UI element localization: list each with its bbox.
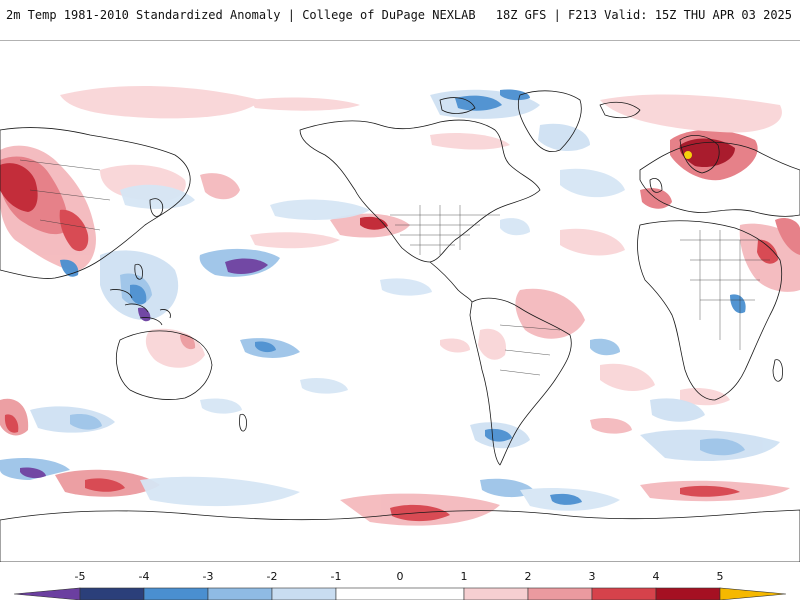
map-canvas (0, 40, 800, 562)
scandinavia-outline (679, 135, 720, 174)
asia-outline (0, 127, 191, 279)
cold-anomaly-layer (0, 89, 780, 511)
legend-tick-1: 1 (461, 570, 468, 583)
legend-tick-neg5: -5 (75, 570, 86, 583)
australia-outline (116, 330, 213, 400)
legend-tick-neg2: -2 (267, 570, 278, 583)
europe-outline (639, 141, 800, 217)
antarctica-outline (0, 509, 800, 562)
legend-tick-neg1: -1 (331, 570, 342, 583)
legend-swatch-neg1 (271, 587, 337, 601)
legend-tick-5: 5 (717, 570, 724, 583)
warm-anomaly-layer (0, 85, 800, 526)
legend-tick-3: 3 (589, 570, 596, 583)
maritime-se-asia-outline (109, 289, 171, 326)
legend-tick-neg3: -3 (203, 570, 214, 583)
madagascar-outline (772, 359, 783, 382)
svalbard-outline (599, 101, 641, 119)
legend-swatch-neutral (335, 587, 465, 601)
run-info: 18Z GFS | F213 Valid: 15Z THU APR 03 202… (495, 8, 792, 22)
central-america-outline (429, 261, 473, 303)
south-america-outline (469, 297, 572, 466)
legend-swatch-3 (591, 587, 657, 601)
greenland-outline (517, 90, 582, 152)
legend-swatch-neg4 (79, 587, 145, 601)
anomaly-map (0, 40, 800, 562)
north-america-outline (299, 119, 541, 263)
legend-swatches (13, 587, 787, 601)
map-title: 2m Temp 1981-2010 Standardized Anomaly |… (6, 8, 476, 22)
africa-outline (637, 220, 783, 401)
philippines-outline (134, 263, 143, 280)
legend-swatch-extreme-warm (719, 587, 787, 601)
legend-tick-neg4: -4 (139, 570, 150, 583)
legend-swatch-1 (463, 587, 529, 601)
legend-swatch-2 (527, 587, 593, 601)
legend-tick-0: 0 (397, 570, 404, 583)
header: 2m Temp 1981-2010 Standardized Anomaly |… (0, 0, 800, 28)
japan-outline (149, 198, 164, 217)
legend-swatch-extreme-cold (13, 587, 81, 601)
coastlines (0, 90, 800, 562)
legend-swatch-neg2 (207, 587, 273, 601)
legend-tick-4: 4 (653, 570, 660, 583)
political-borders (19, 159, 770, 376)
legend-tick-2: 2 (525, 570, 532, 583)
legend-swatch-neg3 (143, 587, 209, 601)
new-zealand-outline (239, 413, 247, 432)
legend-swatch-4 (655, 587, 721, 601)
legend-colorbar: -5 -4 -3 -2 -1 0 1 2 3 4 5 (0, 566, 800, 601)
british-isles-outline (649, 178, 663, 193)
canadian-arctic-outline (439, 97, 476, 114)
legend-svg: -5 -4 -3 -2 -1 0 1 2 3 4 5 (13, 570, 787, 601)
